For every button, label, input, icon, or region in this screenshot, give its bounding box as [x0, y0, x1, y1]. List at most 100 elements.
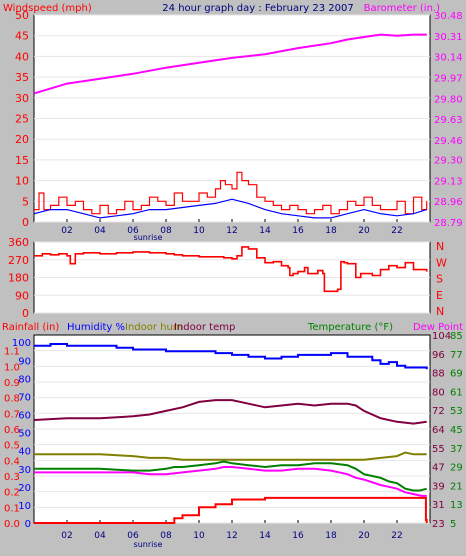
- temperature-inner-tick-label: 64: [432, 425, 445, 436]
- y-left-tick-label: 50: [15, 9, 29, 22]
- humidity-tick-label: 20: [18, 483, 31, 494]
- barometer-header: Barometer (in.): [364, 3, 440, 14]
- temperature-inner-tick-label: 80: [432, 387, 445, 398]
- humidity-tick-label: 40: [18, 447, 31, 458]
- x-tick-label: 02: [61, 226, 72, 236]
- y-right-tick-label: 28.79: [434, 218, 463, 229]
- x-tick-label: 20: [358, 226, 370, 236]
- y-right-tick-label: 29.97: [434, 73, 463, 84]
- y-left-tick-label: 40: [15, 50, 29, 63]
- rainfall-tick-label: 0.7: [4, 409, 20, 420]
- y-left-tick-label: 360: [8, 236, 29, 249]
- humidity-tick-label: 50: [18, 429, 31, 440]
- chart-date-header: 24 hour graph day : February 23 2007: [162, 3, 353, 14]
- temperature-inner-tick-label: 72: [432, 406, 445, 417]
- y-right-tick-label: 29.30: [434, 156, 463, 167]
- x-tick-label: 04: [94, 531, 106, 541]
- x-tick-label: 10: [193, 531, 205, 541]
- humidity-tick-label: 70: [18, 392, 31, 403]
- compass-tick-label: W: [436, 256, 447, 269]
- rainfall-tick-label: 0.1: [4, 503, 20, 514]
- x-tick-label: 06: [127, 226, 139, 236]
- y-left-tick-label: 90: [15, 289, 29, 302]
- temperature-inner-tick-label: 31: [432, 500, 445, 511]
- rainfall-header: Rainfall (in): [2, 322, 59, 333]
- temperature-humidity-chart: Rainfall (in) Humidity % Indoor hum Indo…: [2, 322, 463, 549]
- rainfall-tick-label: 0.3: [4, 472, 20, 483]
- temperature-outer-tick-label: 61: [450, 387, 463, 398]
- y-right-tick-label: 30.31: [434, 32, 463, 43]
- humidity-tick-label: 90: [18, 356, 31, 367]
- humidity-tick-label: 80: [18, 374, 31, 385]
- temperature-outer-tick-label: 37: [450, 444, 463, 455]
- temperature-outer-tick-label: 53: [450, 406, 463, 417]
- x-tick-label: 22: [391, 226, 402, 236]
- sunrise-label: sunrise: [134, 233, 163, 242]
- temperature-inner-tick-label: 47: [432, 463, 445, 474]
- rainfall-tick-label: 0.5: [4, 441, 20, 452]
- temperature-outer-tick-label: 13: [450, 500, 463, 511]
- humidity-tick-label: 100: [12, 338, 31, 349]
- humidity-tick-label: 60: [18, 411, 31, 422]
- humidity-tick-label: 10: [18, 501, 31, 512]
- y-left-tick-label: 25: [15, 113, 29, 126]
- temperature-outer-tick-label: 77: [450, 350, 463, 361]
- temperature-inner-tick-label: 55: [432, 444, 445, 455]
- x-tick-label: 20: [358, 531, 370, 541]
- series-line-dew-point: [34, 466, 427, 497]
- series-line-wind-avg: [33, 198, 427, 219]
- humidity-tick-label: 0: [25, 519, 31, 530]
- temperature-inner-tick-label: 96: [432, 350, 445, 361]
- y-left-tick-label: 20: [15, 133, 29, 146]
- y-left-tick-label: 10: [15, 175, 29, 188]
- rainfall-tick-label: 0.6: [4, 425, 20, 436]
- dew-point-header: Dew Point: [413, 322, 463, 333]
- temperature-outer-tick-label: 29: [450, 463, 463, 474]
- y-left-tick-label: 35: [15, 71, 29, 84]
- y-right-tick-label: 28.96: [434, 197, 463, 208]
- temperature-inner-tick-label: 88: [432, 369, 445, 380]
- x-tick-label: 06: [127, 531, 139, 541]
- rainfall-tick-label: 1.0: [4, 362, 20, 373]
- rainfall-tick-label: 0.2: [4, 488, 20, 499]
- series-line-barometer: [33, 33, 427, 95]
- sunrise-label: sunrise: [134, 540, 163, 549]
- wind-barometer-chart: Windspeed (mph) 24 hour graph day : Febr…: [3, 3, 463, 242]
- rainfall-tick-label: 0.4: [4, 456, 20, 467]
- humidity-header: Humidity %: [67, 322, 125, 333]
- rainfall-tick-label: 0.8: [4, 394, 20, 405]
- y-left-tick-label: 180: [8, 272, 29, 285]
- series-line-temperature: [34, 460, 427, 492]
- y-right-tick-label: 29.13: [434, 176, 463, 187]
- indoor-temp-header: Indoor temp: [174, 322, 235, 333]
- series-line-wind-gust: [34, 171, 428, 215]
- y-left-tick-label: 45: [15, 30, 29, 43]
- y-right-tick-label: 29.63: [434, 115, 463, 126]
- x-tick-label: 22: [391, 531, 402, 541]
- temperature-outer-tick-label: 45: [450, 425, 463, 436]
- rainfall-tick-label: 0.0: [4, 519, 20, 530]
- y-right-tick-label: 30.14: [434, 53, 463, 64]
- temperature-outer-tick-label: 21: [450, 481, 463, 492]
- y-left-tick-label: 30: [15, 92, 29, 105]
- x-tick-label: 16: [292, 531, 304, 541]
- compass-tick-label: E: [436, 289, 443, 302]
- rainfall-tick-label: 0.9: [4, 378, 20, 389]
- series-line-humidity: [34, 343, 428, 370]
- temperature-inner-tick-label: 104: [432, 331, 451, 342]
- compass-tick-label: N: [436, 305, 444, 318]
- temperature-outer-tick-label: 5: [450, 519, 456, 530]
- y-left-tick-label: 0: [22, 307, 29, 320]
- y-left-tick-label: 270: [8, 254, 29, 267]
- x-tick-label: 12: [226, 226, 237, 236]
- temperature-outer-tick-label: 85: [450, 331, 463, 342]
- temperature-inner-tick-label: 39: [432, 481, 445, 492]
- y-right-tick-label: 30.48: [434, 11, 463, 22]
- y-left-tick-label: 5: [22, 195, 29, 208]
- series-line-wind-direction: [34, 246, 428, 293]
- y-left-tick-label: 0: [22, 216, 29, 229]
- series-line-rainfall: [34, 496, 428, 524]
- x-tick-label: 16: [292, 226, 304, 236]
